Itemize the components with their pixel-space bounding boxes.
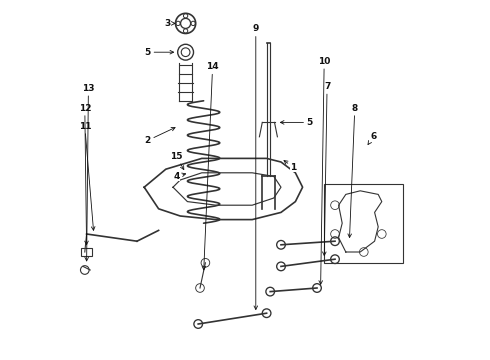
Text: 14: 14: [202, 62, 219, 270]
Text: 3: 3: [165, 19, 175, 28]
Text: 12: 12: [78, 104, 91, 245]
Text: 11: 11: [78, 122, 95, 230]
Text: 5: 5: [145, 48, 173, 57]
Text: 1: 1: [284, 161, 297, 172]
Text: 10: 10: [318, 57, 330, 284]
Text: 13: 13: [82, 84, 95, 261]
Bar: [324, 184, 403, 263]
Text: 8: 8: [348, 104, 358, 238]
Text: 9: 9: [253, 24, 259, 310]
Bar: [81, 248, 92, 256]
Text: 4: 4: [173, 172, 186, 181]
Text: 7: 7: [322, 82, 330, 256]
Text: 15: 15: [171, 152, 184, 170]
Text: 5: 5: [280, 118, 313, 127]
Text: 6: 6: [368, 132, 376, 145]
Text: 2: 2: [145, 127, 175, 145]
